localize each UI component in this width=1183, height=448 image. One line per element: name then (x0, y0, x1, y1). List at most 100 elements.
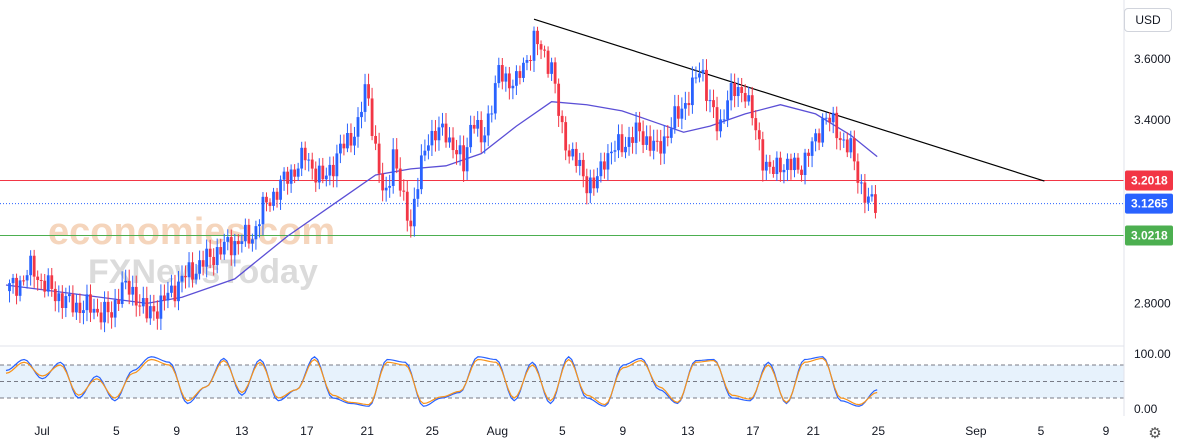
candle-body (71, 294, 75, 313)
candle-body (441, 123, 444, 128)
candle-body (314, 168, 318, 183)
candle-body (479, 119, 483, 143)
candle-body (448, 137, 451, 143)
candle-body (75, 302, 78, 313)
candle-body (490, 113, 494, 115)
candle-body (613, 150, 617, 152)
candle-body (771, 166, 775, 174)
candle-body (782, 169, 786, 173)
candle-body (46, 275, 50, 292)
candle-body (564, 122, 568, 151)
candle-body (184, 275, 187, 278)
candle-body (243, 224, 247, 242)
candle-body (617, 134, 620, 151)
candle-body (99, 312, 103, 323)
candle-body (36, 276, 40, 280)
candle-body (610, 151, 613, 154)
price-badge-bg (1125, 193, 1173, 214)
candle-body (57, 293, 61, 302)
candle-body (743, 92, 747, 102)
candle-body (522, 62, 525, 78)
candle-body (265, 196, 268, 203)
candle-body (726, 100, 729, 120)
candle-body (251, 239, 254, 244)
candle-body (317, 165, 321, 183)
candle-body (529, 59, 532, 61)
candle-body (261, 196, 265, 225)
price-badge-bg (1125, 225, 1173, 246)
candle-body (120, 282, 124, 305)
candle-body (768, 161, 772, 167)
candle-body (300, 147, 304, 169)
candle-body (655, 140, 659, 142)
candle-body (117, 299, 121, 305)
candle-body (669, 128, 673, 138)
candle-body (543, 49, 546, 51)
candle-body (342, 143, 346, 149)
candle-body (272, 191, 275, 206)
candle-body (39, 279, 43, 281)
candle-body (553, 62, 557, 84)
candle-body (152, 306, 156, 312)
candle-body (856, 161, 860, 183)
candle-body (708, 100, 712, 102)
candle-body (324, 175, 328, 180)
candle-body (680, 108, 684, 119)
candle-body (712, 100, 715, 108)
candle-body (581, 159, 585, 177)
candle-body (22, 280, 25, 282)
candle-body (444, 123, 448, 143)
candle-body (258, 224, 261, 227)
candle-body (229, 237, 233, 256)
moving-average-line (5, 100, 878, 304)
candle-body (507, 73, 511, 89)
candle-body (173, 285, 177, 302)
candle-body (208, 248, 212, 257)
price-badge-label: 3.1265 (1131, 197, 1168, 211)
candle-body (852, 138, 856, 162)
candle-body (29, 255, 33, 276)
candle-body (870, 194, 874, 197)
currency-select[interactable]: USD (1124, 8, 1172, 32)
candle-body (747, 95, 751, 102)
candle-body (821, 118, 825, 143)
candle-body (254, 226, 258, 240)
candle-body (698, 73, 701, 78)
candle-body (606, 153, 610, 170)
time-axis-tick: Aug (487, 424, 508, 438)
candle-body (145, 298, 149, 319)
candle-body (817, 133, 821, 143)
time-axis-tick: 5 (559, 424, 566, 438)
candle-body (296, 168, 300, 177)
time-axis-tick: 17 (746, 424, 760, 438)
candle-body (155, 311, 159, 319)
price-badge-label: 3.2018 (1131, 174, 1168, 188)
candle-body (360, 111, 363, 118)
candle-body (757, 130, 761, 140)
candle-body (321, 165, 325, 180)
candle-body (761, 139, 765, 171)
candle-body (620, 134, 624, 153)
time-axis-tick: Sep (965, 424, 987, 438)
candle-body (427, 145, 430, 151)
candle-body (754, 118, 758, 131)
candle-body (113, 299, 117, 318)
candle-body (293, 169, 297, 177)
candle-body (339, 143, 342, 154)
price-axis-tick: 2.8000 (1134, 296, 1171, 310)
candle-body (110, 312, 113, 318)
time-axis-tick: 13 (681, 424, 695, 438)
candle-body (493, 83, 497, 114)
time-axis-tick: 21 (807, 424, 821, 438)
candle-body (631, 137, 634, 143)
candle-body (353, 136, 356, 146)
candle-body (395, 149, 399, 169)
candle-body (648, 136, 652, 151)
time-axis-tick: 17 (300, 424, 314, 438)
candle-body (764, 161, 768, 171)
candle-body (134, 286, 138, 306)
candle-body (212, 256, 216, 266)
gear-icon[interactable]: ⚙ (1148, 424, 1162, 442)
candle-body (729, 83, 733, 101)
